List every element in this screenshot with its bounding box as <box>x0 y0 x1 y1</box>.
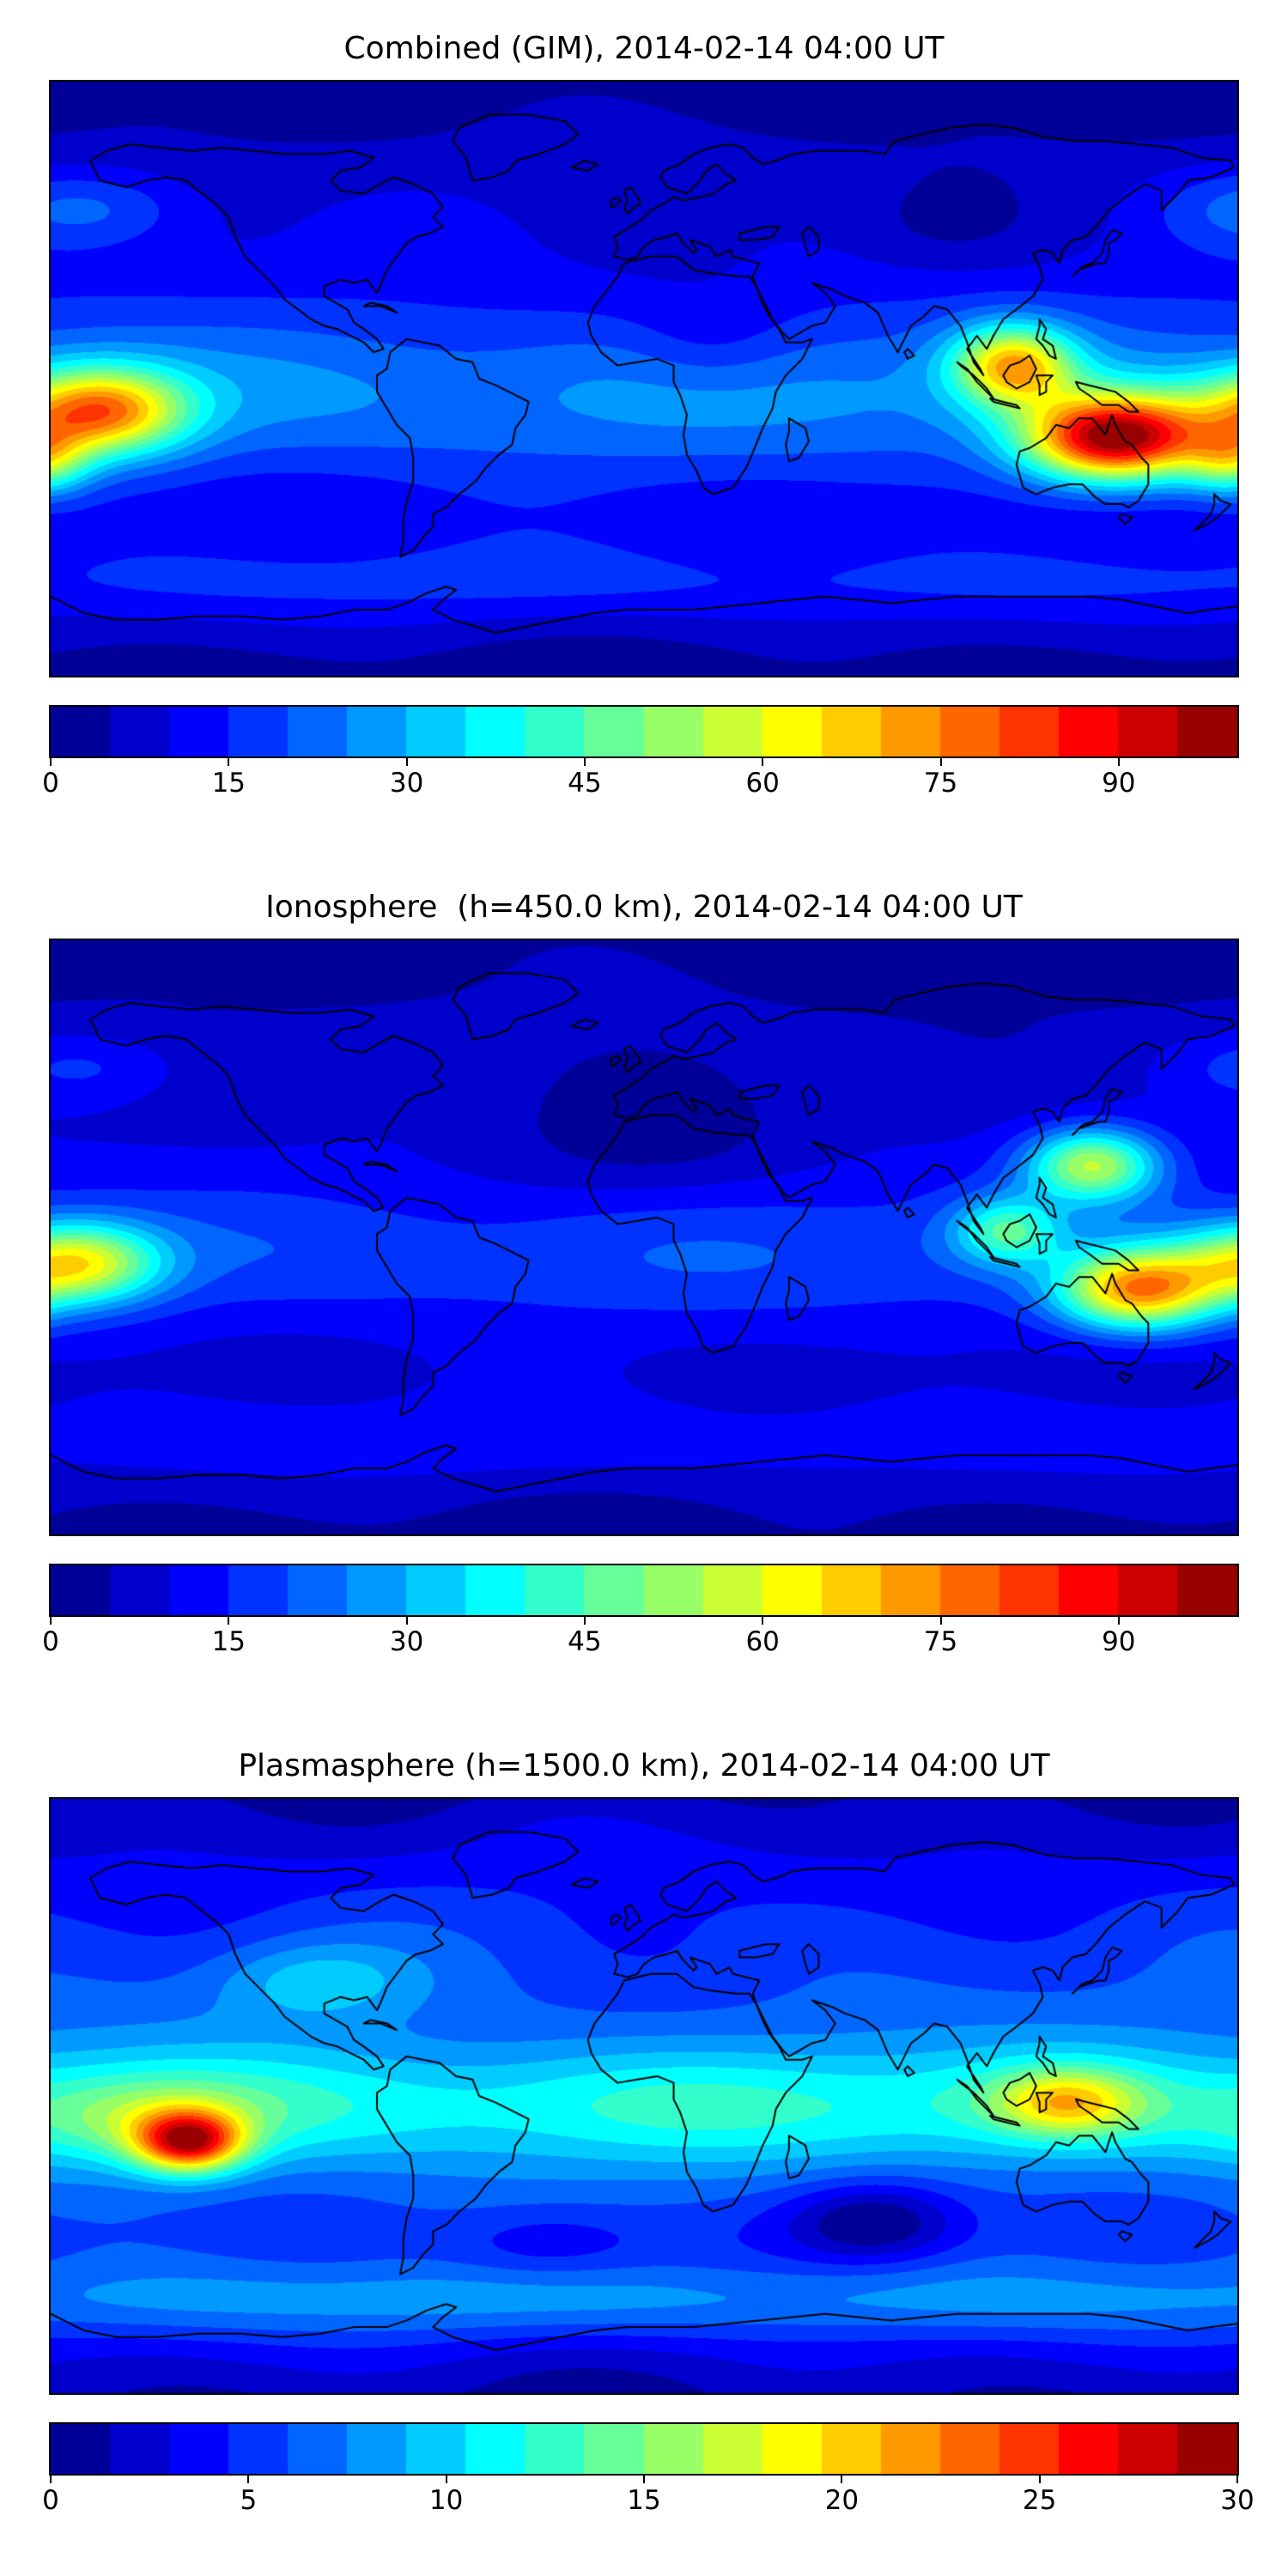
colorbar-ticks-plasmasphere: 0 5 10 15 20 25 30 <box>42 2476 1255 2520</box>
colorbar-tick-label: 90 <box>1102 1626 1136 1657</box>
colorbar-tick-mark <box>50 758 52 766</box>
colorbar-tick-mark <box>247 2476 250 2483</box>
colorbar-tick-mark <box>228 758 230 766</box>
colorbar-ticks-combined: 0 15 30 45 60 75 90 <box>42 758 1237 803</box>
colorbar-tick-label: 0 <box>42 2485 59 2516</box>
colorbar-tick-label: 5 <box>240 2485 258 2516</box>
map-canvas-ionosphere <box>51 940 1237 1534</box>
colorbar-tick-mark <box>762 758 764 766</box>
colorbar-tick-label: 30 <box>389 768 424 799</box>
panel-title-combined: Combined (GIM), 2014-02-14 04:00 UT <box>343 31 945 66</box>
map-frame-combined <box>49 80 1239 677</box>
colorbar-tick-label: 45 <box>568 768 602 799</box>
colorbar-tick-label: 0 <box>42 768 59 799</box>
colorbar-tick-label: 75 <box>923 1626 958 1657</box>
colorbar-tick-mark <box>405 758 408 766</box>
colorbar-tick-label: 90 <box>1102 768 1136 799</box>
colorbar-canvas-plasmasphere <box>51 2424 1237 2474</box>
colorbar-tick-mark <box>1236 2476 1238 2483</box>
map-canvas-combined <box>51 82 1237 676</box>
colorbar-tick-label: 25 <box>1022 2485 1057 2516</box>
colorbar-tick-label: 15 <box>627 2485 661 2516</box>
colorbar-tick-label: 45 <box>568 1626 602 1657</box>
colorbar-tick-mark <box>762 1617 764 1625</box>
colorbar-tick-label: 30 <box>389 1626 424 1657</box>
colorbar-tick-mark <box>1117 758 1120 766</box>
colorbar-canvas-ionosphere <box>51 1565 1237 1615</box>
colorbar-tick-label: 60 <box>745 1626 780 1657</box>
colorbar-tick-mark <box>228 1617 230 1625</box>
colorbar-tick-mark <box>939 758 942 766</box>
colorbar-tick-mark <box>643 2476 645 2483</box>
colorbar-tick-label: 75 <box>923 768 958 799</box>
colorbar-ticks-ionosphere: 0 15 30 45 60 75 90 <box>42 1617 1237 1662</box>
colorbar-tick-mark <box>405 1617 408 1625</box>
colorbar-frame-ionosphere <box>49 1564 1239 1617</box>
panel-combined: Combined (GIM), 2014-02-14 04:00 UT 0 15 3… <box>0 0 1288 859</box>
panel-title-ionosphere: Ionosphere (h=450.0 km), 2014-02-14 04:0… <box>265 890 1023 925</box>
map-canvas-plasmasphere <box>51 1799 1237 2393</box>
panel-title-plasmasphere: Plasmasphere (h=1500.0 km), 2014-02-14 0… <box>238 1748 1050 1783</box>
colorbar-tick-label: 15 <box>211 768 246 799</box>
panel-plasmasphere: Plasmasphere (h=1500.0 km), 2014-02-14 0… <box>0 1717 1288 2576</box>
colorbar-frame-plasmasphere <box>49 2422 1239 2476</box>
colorbar-tick-mark <box>50 1617 52 1625</box>
colorbar-tick-label: 0 <box>42 1626 59 1657</box>
colorbar-tick-label: 15 <box>211 1626 246 1657</box>
colorbar-tick-mark <box>939 1617 942 1625</box>
colorbar-tick-mark <box>1117 1617 1120 1625</box>
colorbar-tick-label: 60 <box>745 768 780 799</box>
colorbar-tick-mark <box>445 2476 447 2483</box>
colorbar-tick-mark <box>1038 2476 1041 2483</box>
colorbar-tick-mark <box>841 2476 843 2483</box>
panel-ionosphere: Ionosphere (h=450.0 km), 2014-02-14 04:0… <box>0 859 1288 1717</box>
colorbar-tick-mark <box>50 2476 52 2483</box>
colorbar-tick-mark <box>583 758 586 766</box>
colorbar-tick-label: 10 <box>428 2485 464 2516</box>
map-frame-ionosphere <box>49 939 1239 1536</box>
colorbar-tick-label: 20 <box>824 2485 860 2516</box>
map-frame-plasmasphere <box>49 1797 1239 2395</box>
colorbar-tick-label: 30 <box>1220 2485 1255 2516</box>
colorbar-tick-mark <box>583 1617 586 1625</box>
colorbar-frame-combined <box>49 705 1239 758</box>
colorbar-canvas-combined <box>51 707 1237 756</box>
